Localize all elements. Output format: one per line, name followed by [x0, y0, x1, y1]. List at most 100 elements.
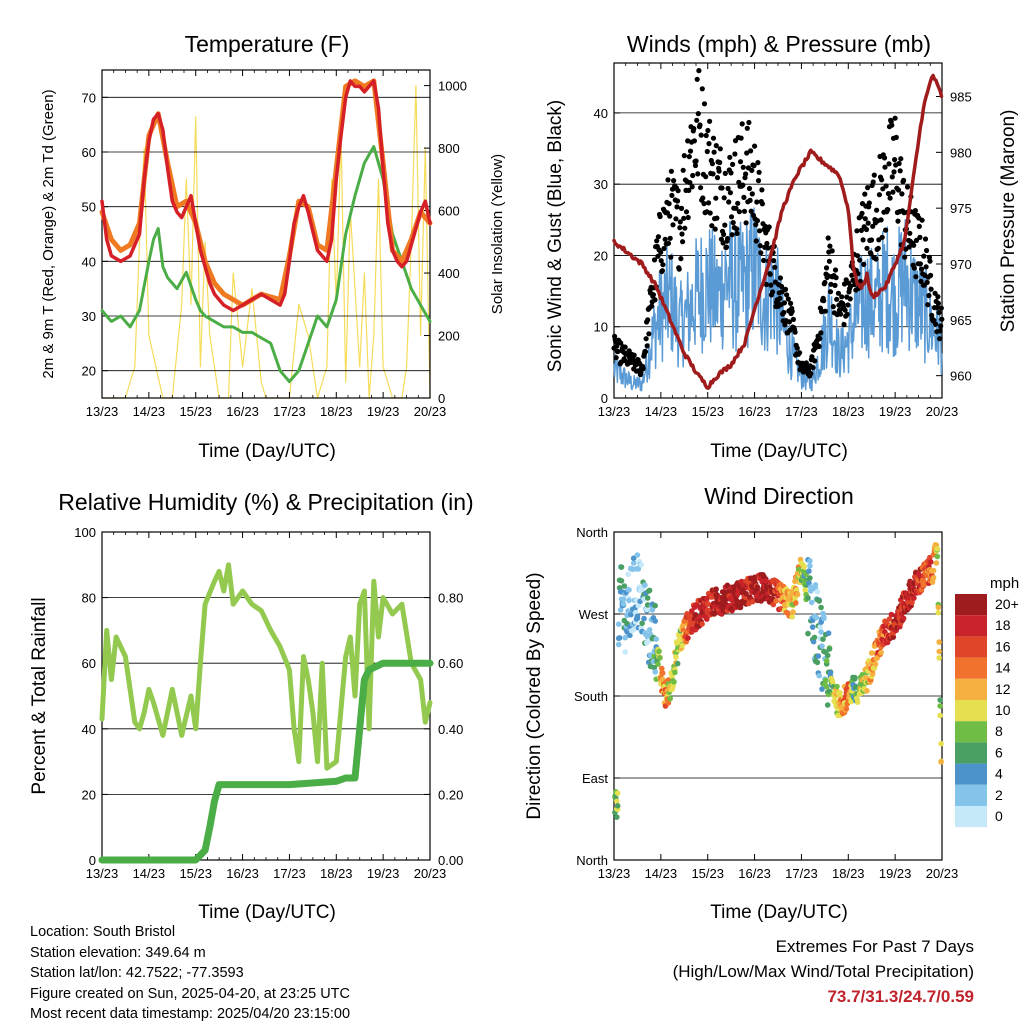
gust-point	[768, 282, 774, 288]
direction-point	[808, 588, 814, 594]
gust-point	[733, 205, 739, 211]
gust-point	[706, 141, 712, 147]
gust-point	[719, 185, 725, 191]
direction-point	[937, 703, 943, 709]
gust-point	[834, 296, 840, 302]
gust-point	[890, 189, 896, 195]
gust-point	[777, 275, 784, 281]
humidity-title: Relative Humidity (%) & Precipitation (i…	[58, 489, 473, 515]
x-tick-label: 16/23	[226, 866, 259, 881]
direction-point	[641, 615, 647, 622]
gust-point	[828, 281, 834, 287]
direction-panel: Wind Direction Time (Day/UTC) Direction …	[524, 483, 1019, 923]
direction-point	[652, 669, 658, 675]
direction-point	[827, 670, 834, 676]
gust-point	[699, 86, 705, 92]
recent-timestamp: Most recent data timestamp: 2025/04/20 2…	[30, 1006, 351, 1022]
gust-point	[912, 208, 919, 214]
x-tick-label: 14/23	[645, 866, 678, 881]
gust-point	[845, 302, 851, 308]
dewpoint-line	[100, 145, 432, 384]
gust-point	[928, 272, 934, 278]
x-tick-label: 19/23	[879, 866, 912, 881]
gust-point	[911, 242, 917, 248]
direction-point	[937, 712, 943, 719]
direction-point	[625, 571, 631, 578]
gust-point	[740, 182, 746, 188]
gust-point	[839, 294, 845, 300]
gust-point	[690, 172, 696, 179]
gust-point	[730, 220, 736, 226]
y-tick-label-left: 100	[74, 525, 96, 540]
gust-point	[723, 244, 730, 250]
extremes-box: Extremes For Past 7 Days (High/Low/Max W…	[673, 934, 974, 1009]
gust-point	[864, 245, 870, 251]
gust-point	[822, 308, 829, 314]
gust-point	[873, 256, 879, 262]
winds-x-label: Time (Day/UTC)	[710, 441, 848, 462]
gust-point	[896, 160, 902, 167]
gust-point	[749, 167, 755, 173]
gust-point	[674, 198, 681, 204]
gust-point	[752, 143, 758, 149]
gust-point	[650, 292, 657, 298]
x-tick-label: 17/23	[785, 404, 818, 419]
humidity-y-label-left: Percent & Total Rainfall	[29, 597, 50, 794]
gust-point	[734, 230, 740, 237]
direction-point	[854, 699, 861, 705]
x-tick-label: 17/23	[273, 866, 306, 881]
direction-point	[823, 677, 829, 684]
direction-point	[872, 661, 879, 667]
gust-point	[713, 143, 719, 149]
gust-point	[870, 179, 876, 185]
x-tick-label: 20/23	[926, 404, 959, 419]
direction-point	[614, 798, 620, 805]
y-tick-label-right: 970	[950, 257, 972, 272]
x-tick-label: 16/23	[226, 404, 259, 419]
station-elevation: Station elevation: 349.64 m	[30, 944, 206, 961]
direction-point	[825, 630, 832, 636]
gust-point	[754, 199, 760, 205]
direction-point	[773, 598, 779, 604]
gust-point	[766, 224, 772, 230]
direction-point	[616, 635, 623, 641]
direction-point	[649, 607, 656, 613]
direction-point	[824, 652, 831, 659]
temperature-y-label-left: 2m & 9m T (Red, Orange) & 2m Td (Green)	[40, 89, 57, 378]
direction-point	[635, 566, 642, 572]
humidity-x-label: Time (Day/UTC)	[198, 902, 336, 923]
y-tick-label-left: 0	[601, 391, 608, 406]
gust-point	[816, 343, 822, 350]
gust-point	[734, 226, 740, 232]
gust-point	[685, 214, 691, 221]
gust-point	[841, 321, 847, 328]
gust-point	[668, 254, 674, 260]
gust-point	[901, 177, 907, 183]
x-tick-label: 20/23	[414, 404, 447, 419]
y-tick-label-left: North	[576, 525, 608, 540]
gust-point	[640, 366, 646, 372]
direction-point	[818, 604, 824, 611]
y-tick-label-left: 80	[82, 591, 96, 606]
direction-point	[620, 601, 627, 607]
gust-point	[937, 336, 943, 342]
x-tick-label: 13/23	[598, 404, 631, 419]
direction-point	[659, 665, 665, 672]
y-tick-label-right: 0	[438, 391, 445, 406]
gust-point	[686, 154, 692, 160]
direction-point	[626, 597, 632, 604]
direction-point	[628, 611, 634, 618]
gust-point	[680, 167, 686, 173]
gust-point	[933, 321, 939, 327]
gust-point	[931, 317, 937, 323]
y-tick-label-left: 70	[82, 90, 96, 105]
y-tick-label-right: 980	[950, 145, 972, 160]
gust-point	[717, 159, 723, 166]
y-tick-label-left: South	[574, 689, 608, 704]
direction-point	[652, 618, 658, 624]
gust-point	[797, 350, 803, 356]
gust-point	[767, 271, 773, 277]
gust-point	[822, 279, 828, 286]
direction-point	[630, 626, 637, 633]
gust-point	[661, 245, 667, 252]
